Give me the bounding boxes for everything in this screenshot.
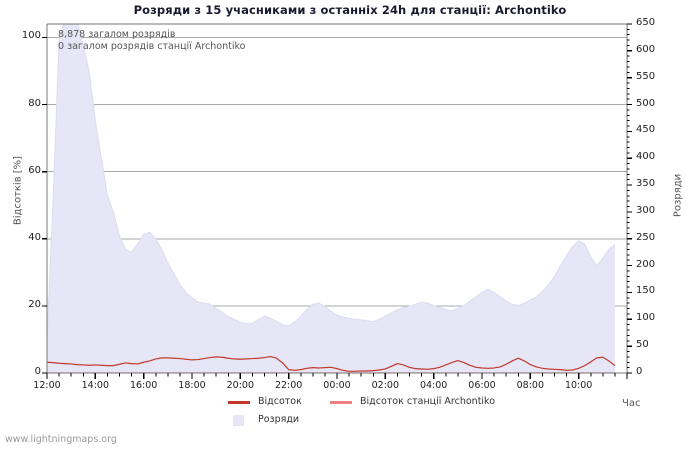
legend-swatch-1 bbox=[330, 401, 352, 404]
annotation-total-strokes: 8,878 загалом розрядів bbox=[58, 29, 176, 40]
axis-ticks bbox=[42, 23, 632, 379]
y-tick-left-40: 40 bbox=[28, 231, 41, 243]
y-tick-right-0: 0 bbox=[636, 366, 643, 377]
x-tick-22-00: 22:00 bbox=[274, 380, 303, 391]
y-tick-right-550: 550 bbox=[636, 70, 656, 82]
y-tick-right-500: 500 bbox=[636, 97, 656, 109]
series-lines bbox=[47, 355, 616, 373]
legend-swatch-0 bbox=[228, 401, 250, 404]
y-tick-left-60: 60 bbox=[28, 164, 41, 176]
footer-watermark: www.lightningmaps.org bbox=[5, 434, 117, 445]
area-0 bbox=[47, 24, 615, 373]
y-axis-label-right: Розряди bbox=[672, 173, 684, 218]
y-tick-right-250: 250 bbox=[636, 231, 656, 243]
x-tick-14-00: 14:00 bbox=[81, 380, 110, 391]
y-tick-left-80: 80 bbox=[28, 97, 41, 109]
x-tick-00-00: 00:00 bbox=[323, 380, 351, 391]
annotation-station-strokes: 0 загалом розрядів станції Archontiko bbox=[58, 41, 246, 52]
legend-swatch-2 bbox=[233, 415, 244, 426]
x-tick-10-00: 10:00 bbox=[564, 380, 593, 391]
y-tick-right-100: 100 bbox=[636, 312, 656, 324]
legend-label-0: Відсоток bbox=[258, 396, 302, 407]
y-tick-left-0: 0 bbox=[34, 366, 41, 377]
x-tick-16-00: 16:00 bbox=[129, 380, 158, 391]
y-tick-right-50: 50 bbox=[636, 339, 649, 351]
y-tick-right-450: 450 bbox=[636, 124, 656, 136]
page-title: Розряди з 15 учасниками з останніх 24h д… bbox=[133, 3, 567, 17]
x-tick-08-00: 08:00 bbox=[516, 380, 545, 391]
y-tick-right-200: 200 bbox=[636, 258, 656, 270]
legend-label-2: Розряди bbox=[258, 414, 300, 425]
y-tick-left-20: 20 bbox=[28, 298, 41, 310]
legend-label-1: Відсоток станції Archontiko bbox=[360, 396, 496, 407]
x-tick-12-00: 12:00 bbox=[33, 380, 61, 391]
y-tick-right-300: 300 bbox=[636, 204, 656, 216]
x-tick-20-00: 20:00 bbox=[226, 380, 255, 391]
y-tick-right-600: 600 bbox=[636, 43, 656, 55]
x-tick-02-00: 02:00 bbox=[371, 380, 400, 391]
series-area-strokes bbox=[47, 24, 616, 373]
x-tick-04-00: 04:00 bbox=[419, 380, 448, 391]
y-tick-right-650: 650 bbox=[636, 17, 656, 28]
y-tick-right-400: 400 bbox=[636, 151, 656, 163]
x-tick-06-00: 06:00 bbox=[468, 380, 496, 391]
x-axis-label: Час bbox=[622, 398, 641, 409]
x-tick-18-00: 18:00 bbox=[178, 380, 206, 391]
line-1 bbox=[47, 355, 616, 372]
y-tick-right-150: 150 bbox=[636, 285, 656, 297]
y-tick-right-350: 350 bbox=[636, 178, 656, 190]
y-tick-left-100: 100 bbox=[21, 30, 41, 42]
